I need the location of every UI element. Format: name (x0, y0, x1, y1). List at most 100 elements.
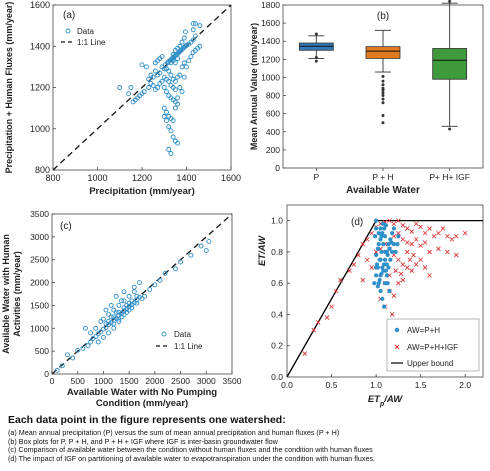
panel-a-x-tick-label: 1400 (176, 173, 196, 183)
panel-a-y-tick-label: 1400 (30, 41, 50, 51)
panel-c-data-point (98, 318, 104, 324)
panel-d-igf-point (351, 262, 357, 267)
panel-a-data-point (175, 140, 181, 146)
panel-d-ph-point (379, 249, 384, 255)
panel-c-legend-marker-data (161, 331, 167, 337)
panel-a-y-tick-label: 800 (35, 165, 50, 175)
panel-a-data-point (146, 85, 152, 90)
panel-d-igf-point (398, 271, 404, 277)
panel-c-data-point (188, 252, 194, 258)
panel-a-data-point (159, 54, 165, 60)
panel-c-data-point (116, 318, 122, 324)
panel-d-igf-point (422, 230, 428, 236)
caption-line-a: (a) Mean annual precipitation (P) versus… (8, 428, 340, 437)
panel-d-igf-point (411, 252, 416, 258)
panel-c-data-point (88, 339, 94, 345)
panel-c-data-point (100, 316, 106, 322)
panel-d-igf-point (404, 265, 410, 270)
panel-d-igf-point (427, 226, 432, 231)
panel-c-data-point (85, 343, 91, 349)
panel-a-data-point (175, 56, 181, 62)
panel-a-legend-one-to-one: 1:1 Line (77, 38, 106, 47)
panel-c-data-point (121, 289, 127, 295)
panel-a-data-point (192, 33, 198, 39)
panel-c-data-point (70, 355, 76, 361)
panel-c-data-point (111, 314, 117, 320)
panel-c-data-point (131, 289, 137, 295)
panel-a-data-point (130, 99, 136, 105)
panel-d-ph-point (390, 231, 395, 236)
panel-c-data-point (147, 286, 153, 292)
panel-b-y-tick-label: 1400 (261, 36, 280, 46)
panel-a-data-point (155, 72, 161, 78)
panel-c-y-tick-label: 500 (35, 346, 49, 356)
panel-c-x-tick-label: 3000 (197, 376, 216, 386)
panel-d-label: (d) (351, 217, 363, 228)
panel-d-ph-point (382, 234, 388, 239)
caption-line-d: (d) The impact of IGF on partitioning of… (8, 453, 376, 463)
panel-a-data-point (157, 80, 163, 86)
panel-d-ph-point (390, 249, 395, 255)
panel-d-ph-point (379, 234, 384, 239)
panel-c-data-point (111, 325, 117, 331)
panel-d-igf-point (393, 268, 398, 273)
panel-c-plot-area (51, 213, 233, 375)
panel-d-ph-point (395, 241, 400, 247)
panel-a-y-tick-label: 1200 (30, 83, 50, 93)
panel-c-data-point (118, 311, 124, 317)
panel-c-data-point (113, 293, 119, 299)
panel-c-x-tick-label: 3500 (223, 376, 242, 386)
panel-d-igf-point (440, 226, 446, 231)
panel-d-igf-point (360, 277, 366, 283)
panel-c-x-axis-title-line1: Available Water with No Pumping (67, 387, 217, 398)
panel-d-ph-point (388, 257, 393, 262)
panel-c-y-tick-label: 3000 (30, 232, 49, 242)
panel-c-data-point (131, 284, 137, 290)
panel-c-data-point (152, 282, 158, 288)
caption-line-c: (c) Comparison of available water betwee… (8, 445, 373, 455)
panel-d-igf-point (364, 237, 370, 242)
panel-d-igf-point (369, 230, 374, 236)
panel-d-x-tick-label: 1.0 (370, 380, 382, 390)
panel-b-outlier (381, 121, 385, 125)
panel-a-x-tick-label: 1200 (132, 173, 152, 183)
panel-d-ph-point (386, 265, 391, 270)
panel-a-x-axis-title: Precipitation (mm/year) (89, 186, 195, 197)
panel-c-y-axis-title-line2: Activities (mm/year) (12, 251, 22, 337)
panel-c-legend-data: Data (174, 330, 191, 339)
panel-d-igf-point (387, 218, 392, 223)
panel-a-data-point (179, 64, 185, 70)
panel-d-igf-point (462, 230, 468, 236)
panel-d-legend-marker-ph (394, 327, 400, 333)
panel-c-data-point (108, 320, 114, 326)
panel-a-data-point (161, 113, 167, 119)
panel-c-data-point (103, 307, 109, 313)
panel-c-one-to-one-line (51, 213, 233, 375)
panel-b-outlier (381, 91, 385, 95)
panel-c-data-point (64, 352, 70, 358)
panel-a-data-point (166, 78, 172, 84)
panel-d-igf-point (396, 280, 401, 286)
panel-d-igf-point (422, 265, 428, 270)
panel-d-igf-point (427, 249, 432, 255)
panel-c-data-point (108, 314, 114, 320)
panel-c-data-point (116, 309, 122, 315)
panel-d-ph-point (377, 277, 382, 283)
panel-d-igf-point (360, 241, 366, 247)
panel-a-data-point (170, 52, 176, 57)
panel-b-outlier (314, 32, 318, 36)
panel-c-data-point (178, 259, 184, 265)
panel-b-x-axis-title: Available Water (346, 185, 420, 196)
panel-a-data-point (143, 64, 149, 70)
panel-d-ph-point (373, 252, 379, 258)
panel-c-data-point (113, 309, 119, 315)
panel-d-ph-point (375, 284, 380, 289)
panel-b-y-axis-title: Mean Annual Value (mm/year) (249, 23, 259, 150)
panel-b-box (365, 46, 401, 59)
panel-c-data-point (118, 298, 124, 304)
panel-a-data-point (139, 62, 145, 68)
panel-d-igf-point (329, 304, 334, 309)
panel-c-x-tick-label: 1500 (120, 376, 139, 386)
panel-b-outlier (448, 0, 452, 3)
panel-a-data-point (117, 85, 123, 90)
